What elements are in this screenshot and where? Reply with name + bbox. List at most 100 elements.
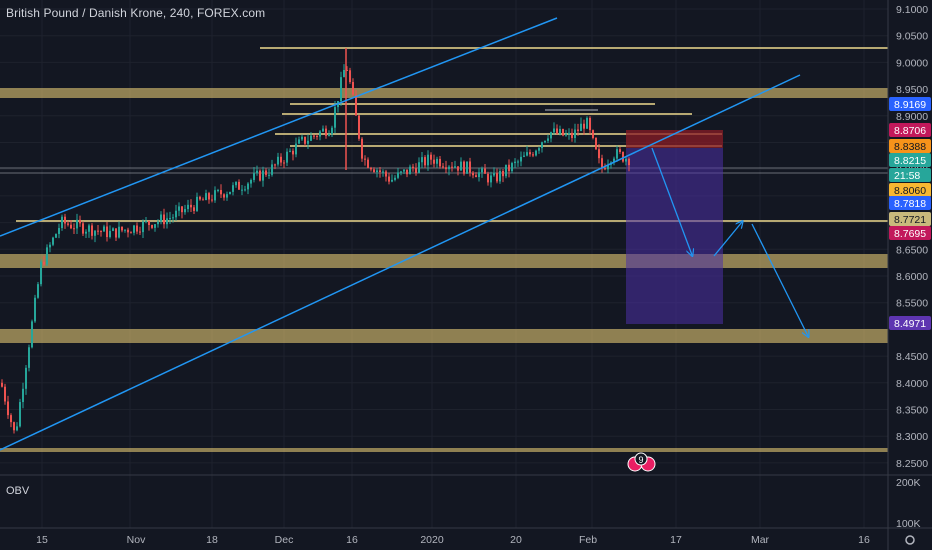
symbol-title[interactable]: British Pound / Danish Krone, 240, FOREX… [6, 6, 266, 20]
event-count: 9 [638, 455, 643, 465]
candle [259, 170, 261, 181]
gear-shape [905, 535, 915, 545]
time-axis: 15 Nov 18 Dec 16 2020 20 Feb 17 Mar 16 [36, 534, 870, 546]
support-zone [0, 329, 888, 343]
candle [391, 179, 393, 182]
price-tag-text: 8.8215 [894, 155, 926, 167]
price-tag-text: 8.8706 [894, 125, 926, 137]
price-label: 8.6500 [896, 244, 928, 256]
candle [58, 228, 60, 234]
candle [517, 161, 519, 163]
price-tag-bg [889, 139, 931, 153]
price-tag: 8.8388 [889, 139, 931, 153]
candle [178, 206, 180, 211]
candle [7, 401, 9, 416]
candle [181, 206, 183, 213]
candle [202, 199, 204, 201]
candle [19, 402, 21, 427]
price-label: 9.1000 [896, 4, 928, 16]
projection-arrows [651, 147, 808, 336]
candle [283, 162, 285, 164]
candle [361, 138, 363, 159]
candle [544, 140, 546, 143]
candle [601, 158, 603, 169]
candle [295, 143, 297, 155]
price-tag: 8.7818 [889, 196, 931, 210]
candle [289, 150, 291, 152]
price-label: 8.5500 [896, 298, 928, 310]
price-tag-bg [889, 226, 931, 240]
candle [418, 162, 420, 173]
candle [223, 194, 225, 198]
candle [520, 156, 522, 162]
price-tag-bg [889, 183, 931, 197]
candle [565, 134, 567, 136]
price-tag: 8.8060 [889, 183, 931, 197]
candle [205, 193, 207, 201]
price-tag-bg [889, 196, 931, 210]
candle [157, 221, 159, 225]
price-label: 8.9500 [896, 84, 928, 96]
candle [409, 166, 411, 175]
candle [43, 261, 45, 265]
candle [61, 216, 63, 229]
candle [586, 117, 588, 129]
candle [340, 77, 342, 102]
price-tag-text: 8.4971 [894, 318, 926, 330]
candle [169, 218, 171, 220]
candle [622, 151, 624, 162]
time-label: Mar [751, 534, 770, 546]
price-tag-text: 8.7695 [894, 228, 926, 240]
candle [403, 169, 405, 172]
candle [298, 139, 300, 144]
price-tag-bg [889, 97, 931, 111]
price-tag-text: 8.9169 [894, 99, 926, 111]
candle [571, 132, 573, 139]
candle [46, 247, 48, 265]
candle [82, 223, 84, 234]
candle [430, 154, 432, 160]
price-tag-text: 8.7721 [894, 214, 926, 226]
candle [433, 159, 435, 164]
candle [235, 181, 237, 186]
candle [511, 163, 513, 172]
obv-axis-label: 100K [896, 518, 921, 530]
candle [364, 158, 366, 160]
candle [331, 127, 333, 135]
obv-indicator-label[interactable]: OBV [6, 485, 30, 497]
gear-icon[interactable] [905, 535, 915, 545]
candle [568, 132, 570, 135]
price-tags: 8.9169 8.8706 8.8388 8.8215 21:58 8.80608.781… [889, 97, 931, 330]
time-label: 20 [510, 534, 522, 546]
candle [163, 214, 165, 225]
candle [262, 170, 264, 181]
candle [559, 129, 561, 134]
lower-channel-line [0, 74, 801, 451]
price-tag: 8.7695 [889, 226, 931, 240]
upper-channel-line [0, 17, 558, 237]
candle [184, 209, 186, 213]
candle [31, 321, 33, 348]
projection-arrow [751, 223, 808, 336]
time-label: 18 [206, 534, 218, 546]
candle [211, 199, 213, 201]
candle [319, 131, 321, 137]
candle [343, 70, 345, 78]
candle [67, 223, 69, 225]
price-tag: 8.8215 [889, 153, 931, 167]
time-label: 15 [36, 534, 48, 546]
candle [109, 230, 111, 238]
candle [349, 70, 351, 83]
candle [217, 190, 219, 192]
candle [313, 135, 315, 137]
candles [1, 48, 630, 434]
candle [490, 175, 492, 183]
candle [37, 284, 39, 298]
candle [589, 117, 591, 131]
price-tag-text: 21:58 [894, 170, 920, 182]
support-zone [0, 88, 888, 98]
candle [232, 185, 234, 192]
time-label: Dec [275, 534, 294, 546]
candle [367, 159, 369, 168]
